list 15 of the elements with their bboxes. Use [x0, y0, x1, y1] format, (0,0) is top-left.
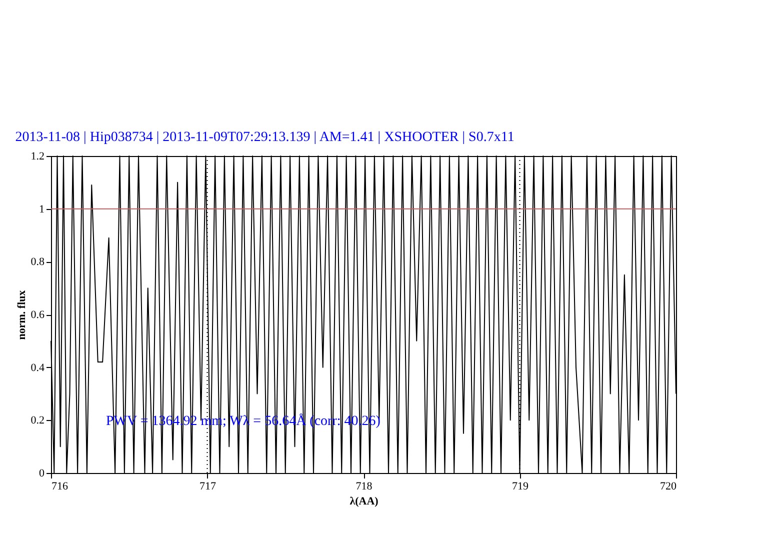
x-tick-label: 719	[512, 480, 529, 492]
chart-title: 2013-11-08 | Hip038734 | 2013-11-09T07:29:13.139 | AM=1.41 | XSHOOTER | S0.7x11	[15, 130, 514, 145]
x-tick-label: 716	[52, 480, 68, 492]
y-tick-label: 0.6	[30, 309, 45, 321]
y-tick-label: 1	[39, 203, 44, 216]
y-tick-label: 0.4	[30, 362, 45, 374]
y-axis-title: norm. flux	[16, 290, 28, 340]
y-tick-label: 0.2	[30, 414, 44, 427]
x-tick-label: 718	[356, 480, 373, 492]
x-tick-label: 720	[660, 480, 677, 492]
x-axis-title: λ(AA)	[350, 496, 379, 508]
y-tick-label: 0	[39, 468, 45, 480]
y-tick-label: 1.2	[30, 150, 44, 162]
y-tick-label: 0.8	[30, 256, 45, 268]
x-tick-label: 717	[200, 480, 216, 492]
